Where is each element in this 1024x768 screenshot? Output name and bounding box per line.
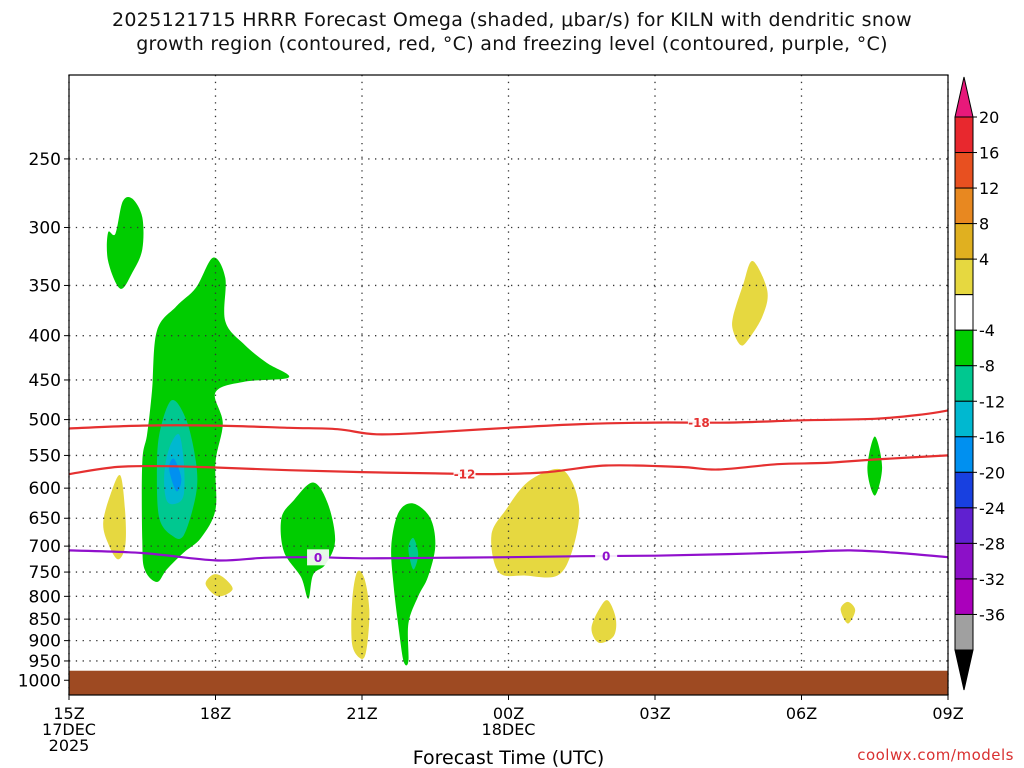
contour-label: -18 [688,416,710,430]
x-tick-label: 00Z [493,704,524,723]
colorbar-swatch [954,471,974,509]
colorbar-swatch [954,152,974,189]
y-tick-label: 300 [29,218,61,238]
y-tick-label: 750 [29,563,61,583]
colorbar: 20 16 12 8 4 -4 -8 -12 -16 -20 -24 -28 -32 -36 [954,76,1005,691]
colorbar-label: -16 [979,428,1005,447]
colorbar-swatch [954,578,974,615]
x-tick-label: 17DEC [42,720,96,739]
omega-region [867,436,883,496]
contour-label: -12 [454,467,476,481]
x-axis-label: Forecast Time (UTC) [413,747,604,768]
y-tick-label: 850 [29,610,61,630]
contour-line [68,549,949,562]
colorbar-swatch [954,116,974,154]
colorbar-label: -20 [979,463,1005,482]
omega-region [103,474,126,560]
colorbar-swatch [954,258,974,296]
colorbar-label: -4 [979,321,995,340]
y-tick-label: 500 [29,411,61,431]
colorbar-swatch [954,365,974,402]
y-tick-label: 900 [29,632,61,652]
x-tick-label: 2025 [49,736,90,755]
x-tick-label: 15Z [53,704,84,723]
y-tick-label: 800 [29,587,61,607]
colorbar-label: 12 [979,179,999,198]
colorbar-label: -36 [979,605,1005,624]
omega-region [732,260,768,346]
omega-region [205,574,233,597]
colorbar-tip-top [954,76,974,118]
x-tick-label: 03Z [639,704,670,723]
colorbar-swatch [954,223,974,260]
colorbar-swatch [954,507,974,544]
y-tick-label: 350 [29,276,61,296]
contour-line [68,409,949,436]
x-tick-label: 09Z [932,704,963,723]
colorbar-label: 4 [979,250,989,269]
y-tick-label: 950 [29,652,61,672]
chart-title-line2: growth region (contoured, red, °C) and f… [136,33,888,55]
colorbar-swatch [954,400,974,438]
colorbar-label: 16 [979,144,999,163]
contour-label: 0 [314,551,322,565]
colorbar-swatch [954,542,974,580]
omega-region [280,482,336,599]
colorbar-label: -32 [979,570,1005,589]
colorbar-label: -12 [979,392,1005,411]
y-axis: 2503003504004505005506006507007508008509… [18,150,69,691]
colorbar-swatch [954,187,974,225]
colorbar-swatch [954,294,974,331]
contour-line [68,454,949,476]
chart-title-line1: 2025121715 HRRR Forecast Omega (shaded, … [112,9,912,31]
colorbar-tip-bottom [954,649,974,691]
omega-region [408,537,419,570]
colorbar-label: 20 [979,108,999,127]
y-tick-label: 450 [29,371,61,391]
colorbar-label: 8 [979,215,989,234]
omega-region [591,600,617,644]
contour-label: 0 [602,550,610,564]
y-tick-label: 650 [29,509,61,529]
omega-region [106,196,144,289]
x-tick-label: 18Z [200,704,231,723]
omega-region [351,570,370,660]
colorbar-label: -24 [979,499,1005,518]
x-tick-label: 18DEC [482,720,536,739]
terrain [69,670,948,695]
y-tick-label: 550 [29,446,61,466]
colorbar-swatch [954,329,974,367]
omega-region [840,601,856,624]
omega-region [491,468,580,578]
contours: -18 -12 0 0 [68,409,949,566]
y-tick-label: 1000 [18,671,61,691]
y-tick-label: 600 [29,479,61,499]
credit-text: coolwx.com/models [857,746,1014,764]
y-tick-label: 700 [29,537,61,557]
colorbar-swatch [954,436,974,473]
chart-title: 2025121715 HRRR Forecast Omega (shaded, … [0,8,1024,56]
colorbar-label: -28 [979,534,1005,553]
y-tick-label: 250 [29,150,61,170]
y-tick-label: 400 [29,327,61,347]
omega-region [391,503,436,666]
x-tick-label: 21Z [346,704,377,723]
x-tick-label: 06Z [786,704,817,723]
colorbar-label: -8 [979,357,995,376]
colorbar-swatch [954,613,974,651]
